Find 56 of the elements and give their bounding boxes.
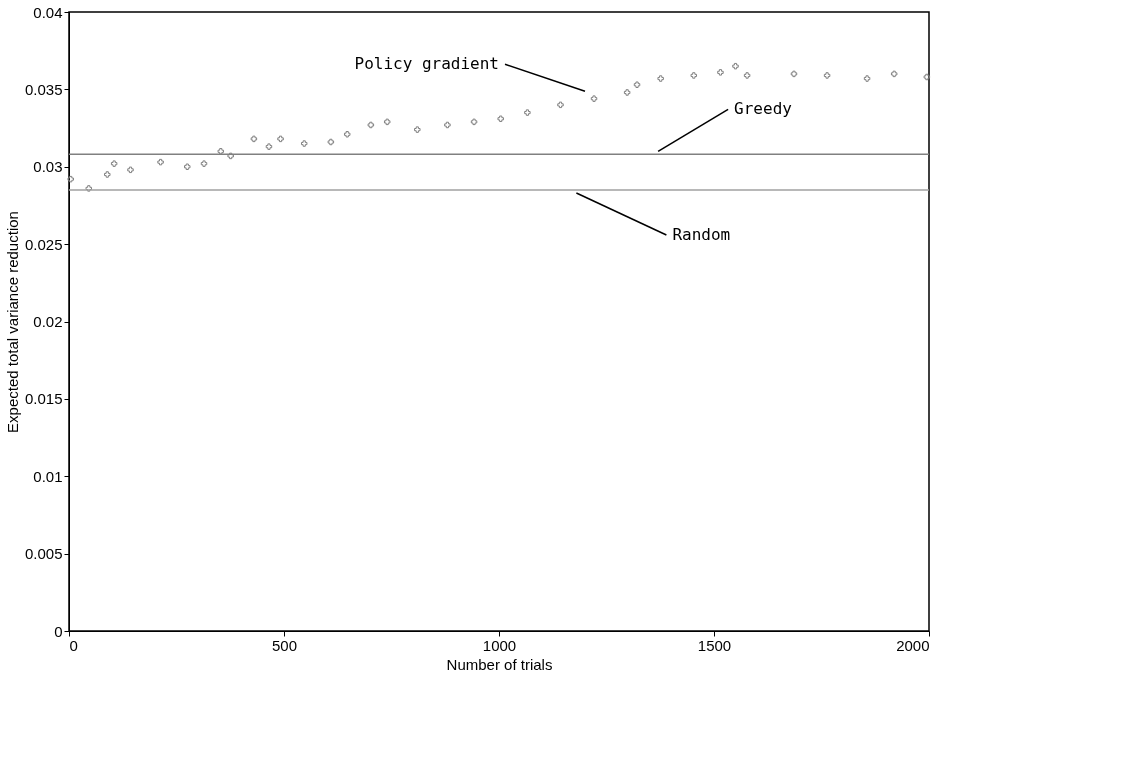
point bbox=[127, 166, 134, 174]
point bbox=[732, 62, 739, 70]
y-tick-label: 0.02 bbox=[33, 313, 63, 330]
point bbox=[217, 148, 225, 155]
point bbox=[104, 171, 111, 178]
point bbox=[265, 143, 273, 150]
point bbox=[790, 70, 798, 78]
y-tick-label: 0.025 bbox=[24, 235, 63, 253]
point bbox=[633, 81, 641, 88]
point bbox=[67, 175, 74, 183]
x-tick-label: 2000 bbox=[896, 636, 930, 654]
x-tick-label: 1000 bbox=[482, 636, 517, 654]
point bbox=[157, 158, 164, 166]
x-tick-label: 0 bbox=[69, 636, 78, 654]
y-tick-label: 0.035 bbox=[24, 80, 63, 98]
point bbox=[250, 135, 258, 143]
point bbox=[717, 69, 724, 76]
point bbox=[444, 121, 451, 129]
x-axis-title: Number of trials bbox=[446, 655, 553, 673]
point bbox=[743, 72, 751, 79]
point bbox=[823, 72, 831, 79]
point bbox=[470, 118, 478, 126]
ref-line-label: Greedy bbox=[734, 99, 793, 119]
y-tick-label: 0.015 bbox=[24, 390, 63, 408]
point bbox=[383, 118, 391, 126]
point bbox=[200, 160, 208, 167]
point bbox=[300, 140, 308, 147]
y-tick-label: 0.04 bbox=[33, 3, 63, 21]
point bbox=[497, 115, 504, 123]
point bbox=[890, 70, 898, 78]
point bbox=[623, 89, 631, 96]
point bbox=[923, 73, 931, 81]
y-tick-label: 0.03 bbox=[33, 158, 63, 176]
point bbox=[557, 101, 564, 109]
x-tick-label: 1500 bbox=[697, 636, 732, 654]
point bbox=[367, 121, 375, 129]
x-tick-label: 500 bbox=[271, 636, 298, 654]
point bbox=[327, 138, 335, 146]
point bbox=[184, 163, 191, 170]
point bbox=[657, 75, 664, 82]
y-tick-label: 0.01 bbox=[33, 467, 63, 485]
y-tick-label: 0 bbox=[54, 622, 63, 640]
y-axis-title: Expected total variance reduction bbox=[3, 211, 21, 433]
y-tick-label: 0.005 bbox=[24, 545, 63, 563]
point bbox=[863, 75, 871, 82]
ref-line-label: Random bbox=[672, 224, 731, 244]
point bbox=[343, 131, 351, 138]
point bbox=[690, 72, 698, 79]
annotation: Policy gradient bbox=[354, 54, 499, 74]
point bbox=[590, 95, 598, 102]
point bbox=[227, 152, 234, 160]
point bbox=[85, 185, 93, 192]
point bbox=[414, 126, 421, 133]
point bbox=[277, 135, 284, 143]
point bbox=[524, 109, 531, 116]
point bbox=[110, 160, 118, 167]
